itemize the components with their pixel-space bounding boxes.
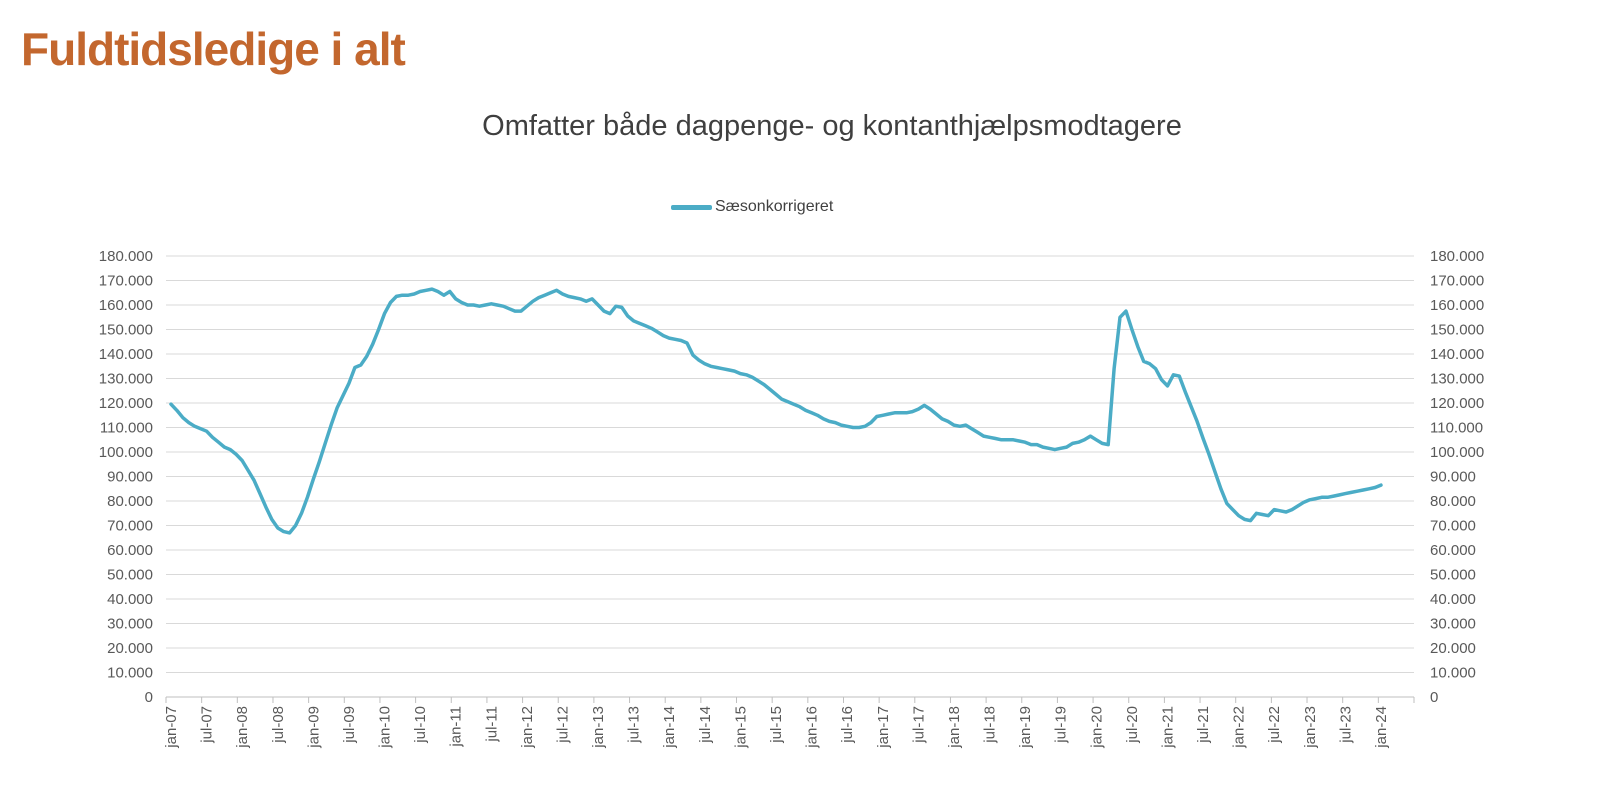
x-axis-label: jul-07 bbox=[199, 706, 216, 744]
x-axis-label: jul-13 bbox=[626, 706, 643, 744]
y-axis-label-left: 60.000 bbox=[107, 542, 153, 559]
y-axis-label-right: 60.000 bbox=[1430, 542, 1476, 559]
x-axis-label: jul-21 bbox=[1195, 706, 1212, 744]
y-axis-label-right: 150.000 bbox=[1430, 322, 1484, 339]
y-axis-label-left: 0 bbox=[145, 689, 153, 706]
x-axis-label: jan-09 bbox=[305, 706, 322, 749]
x-axis-label: jan-19 bbox=[1017, 706, 1034, 749]
y-axis-label-right: 130.000 bbox=[1430, 371, 1484, 388]
y-axis-label-left: 10.000 bbox=[107, 665, 153, 682]
x-axis-label: jan-08 bbox=[234, 706, 251, 749]
chart-title: Omfatter både dagpenge- og kontanthjælps… bbox=[482, 110, 1182, 142]
y-axis-label-left: 120.000 bbox=[99, 395, 153, 412]
x-axis-label: jul-11 bbox=[483, 706, 500, 743]
page-title: Fuldtidsledige i alt bbox=[21, 23, 406, 75]
y-axis-label-right: 120.000 bbox=[1430, 395, 1484, 412]
x-axis-label: jan-22 bbox=[1231, 706, 1248, 749]
x-axis-label: jan-16 bbox=[804, 706, 821, 749]
y-axis-label-left: 40.000 bbox=[107, 591, 153, 608]
x-axis-label: jul-14 bbox=[697, 706, 714, 744]
y-axis-label-left: 80.000 bbox=[107, 493, 153, 510]
x-axis-label: jan-20 bbox=[1088, 706, 1105, 749]
y-axis-label-right: 100.000 bbox=[1430, 444, 1484, 461]
y-axis-label-right: 50.000 bbox=[1430, 567, 1476, 584]
x-axis-label: jan-21 bbox=[1159, 706, 1176, 749]
x-axis-label: jan-10 bbox=[377, 706, 394, 749]
y-axis-label-right: 110.000 bbox=[1430, 420, 1483, 437]
x-axis-label: jul-18 bbox=[982, 706, 999, 744]
y-axis-label-right: 40.000 bbox=[1430, 591, 1476, 608]
x-axis-label: jul-16 bbox=[839, 706, 856, 744]
y-axis-label-right: 160.000 bbox=[1430, 297, 1484, 314]
x-axis-label: jan-12 bbox=[519, 706, 536, 749]
y-axis-label-right: 20.000 bbox=[1430, 640, 1476, 657]
y-axis-label-right: 180.000 bbox=[1430, 248, 1484, 265]
y-axis-label-right: 90.000 bbox=[1430, 469, 1476, 486]
x-axis-label: jul-20 bbox=[1124, 706, 1141, 744]
legend-label: Sæsonkorrigeret bbox=[715, 198, 834, 215]
x-axis-label: jul-23 bbox=[1337, 706, 1354, 744]
x-axis-label: jan-07 bbox=[163, 706, 180, 749]
x-axis-label: jan-24 bbox=[1373, 706, 1390, 749]
x-axis-label: jan-18 bbox=[946, 706, 963, 749]
x-axis-label: jul-22 bbox=[1266, 706, 1283, 744]
x-axis-label: jul-19 bbox=[1053, 706, 1070, 744]
y-axis-label-left: 50.000 bbox=[107, 567, 153, 584]
x-axis-label: jan-13 bbox=[590, 706, 607, 749]
x-axis-label: jan-17 bbox=[875, 706, 892, 749]
y-axis-label-right: 170.000 bbox=[1430, 273, 1484, 290]
y-axis-label-left: 170.000 bbox=[99, 273, 153, 290]
y-axis-label-right: 80.000 bbox=[1430, 493, 1476, 510]
y-axis-label-left: 110.000 bbox=[100, 420, 153, 437]
x-axis-label: jul-09 bbox=[341, 706, 358, 744]
series-line-saesonkorrigeret bbox=[169, 287, 1383, 535]
y-axis-label-left: 20.000 bbox=[107, 640, 153, 657]
y-axis-label-left: 150.000 bbox=[99, 322, 153, 339]
y-axis-label-left: 180.000 bbox=[99, 248, 153, 265]
y-axis-label-left: 70.000 bbox=[107, 518, 153, 535]
x-axis-label: jul-08 bbox=[270, 706, 287, 744]
x-axis-label: jul-15 bbox=[768, 706, 785, 744]
x-axis-label: jan-15 bbox=[732, 706, 749, 749]
y-axis-label-left: 30.000 bbox=[107, 616, 153, 633]
x-axis-label: jan-11 bbox=[448, 706, 465, 748]
y-axis-label-left: 140.000 bbox=[99, 346, 153, 363]
y-axis-label-right: 10.000 bbox=[1430, 665, 1476, 682]
y-axis-label-left: 160.000 bbox=[99, 297, 153, 314]
y-axis-label-right: 30.000 bbox=[1430, 616, 1476, 633]
x-axis-label: jul-10 bbox=[412, 706, 429, 744]
y-axis-label-right: 140.000 bbox=[1430, 346, 1484, 363]
y-axis-label-left: 130.000 bbox=[99, 371, 153, 388]
y-axis-label-right: 0 bbox=[1430, 689, 1438, 706]
y-axis-label-left: 100.000 bbox=[99, 444, 153, 461]
x-axis-label: jul-17 bbox=[910, 706, 927, 744]
x-axis-label: jan-23 bbox=[1302, 706, 1319, 749]
y-axis-label-left: 90.000 bbox=[107, 469, 153, 486]
legend: Sæsonkorrigeret bbox=[671, 198, 833, 216]
x-axis-label: jan-14 bbox=[661, 706, 678, 749]
x-axis-label: jul-12 bbox=[554, 706, 571, 744]
y-axis-label-right: 70.000 bbox=[1430, 518, 1476, 535]
legend-line-swatch bbox=[671, 204, 712, 210]
